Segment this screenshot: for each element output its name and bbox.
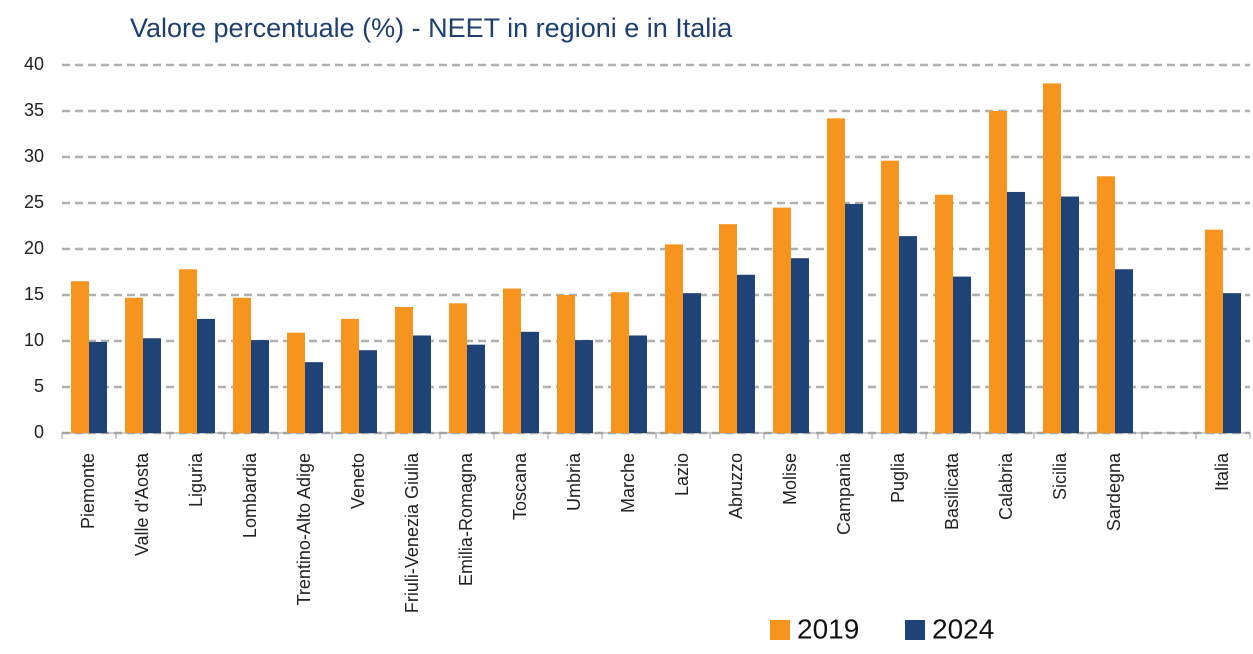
x-tick-label: Veneto [348, 453, 368, 509]
x-tick-label: Italia [1212, 452, 1232, 491]
bar [629, 335, 647, 433]
x-tick-label: Liguria [186, 452, 206, 507]
bar [683, 293, 701, 433]
x-tick-label: Trentino-Alto Adige [294, 453, 314, 605]
y-tick-label: 20 [24, 238, 44, 258]
bar [953, 276, 971, 433]
bar [503, 288, 521, 433]
legend-label: 2019 [797, 613, 859, 644]
legend-swatch [770, 620, 790, 640]
x-tick-label: Emilia-Romagna [456, 452, 476, 586]
x-tick-label: Valle d'Aosta [132, 452, 152, 556]
y-tick-label: 15 [24, 284, 44, 304]
x-tick-label: Piemonte [78, 453, 98, 529]
x-tick-label: Umbria [564, 452, 584, 511]
bar [881, 160, 899, 433]
bar [611, 292, 629, 433]
bar [143, 338, 161, 433]
bar [233, 297, 251, 433]
y-tick-label: 40 [24, 54, 44, 74]
bar [125, 297, 143, 433]
bar [1007, 191, 1025, 433]
x-tick-label: Abruzzo [726, 453, 746, 519]
bar [791, 258, 809, 433]
x-tick-label: Puglia [888, 452, 908, 503]
y-tick-label: 10 [24, 330, 44, 350]
bar [719, 224, 737, 433]
bar [827, 118, 845, 434]
bar [449, 303, 467, 433]
bar [359, 350, 377, 433]
x-tick-label: Lombardia [240, 452, 260, 538]
bar [1061, 196, 1079, 433]
bar [737, 274, 755, 433]
bar [989, 111, 1007, 433]
bar [305, 362, 323, 433]
bar [1205, 229, 1223, 433]
bar [413, 335, 431, 433]
y-tick-label: 5 [34, 376, 44, 396]
bar [71, 281, 89, 433]
x-tick-label: Sardegna [1104, 452, 1124, 531]
bar [1115, 269, 1133, 433]
y-tick-label: 30 [24, 146, 44, 166]
bar [395, 306, 413, 433]
bar [1223, 293, 1241, 433]
y-tick-label: 35 [24, 100, 44, 120]
bar [1043, 83, 1061, 434]
bar [557, 295, 575, 433]
x-tick-label: Toscana [510, 452, 530, 520]
bar [845, 203, 863, 433]
x-tick-label: Calabria [996, 452, 1016, 520]
bar [287, 332, 305, 433]
bar [521, 331, 539, 433]
x-tick-label: Molise [780, 453, 800, 505]
bar [935, 194, 953, 433]
x-tick-label: Sicilia [1050, 452, 1070, 500]
bar [899, 236, 917, 433]
x-tick-label: Friuli-Venezia Giulia [402, 452, 422, 613]
bar [179, 269, 197, 433]
bar [773, 207, 791, 433]
x-tick-label: Lazio [672, 453, 692, 496]
x-tick-label: Basilicata [942, 452, 962, 530]
bar [197, 318, 215, 433]
chart-title: Valore percentuale (%) - NEET in regioni… [130, 13, 733, 43]
legend-swatch [905, 620, 925, 640]
y-tick-label: 25 [24, 192, 44, 212]
bar [251, 340, 269, 433]
legend-label: 2024 [932, 613, 994, 644]
y-tick-label: 0 [34, 422, 44, 442]
bar [575, 340, 593, 433]
bar [665, 244, 683, 433]
bar [1097, 176, 1115, 433]
bar [467, 344, 485, 433]
x-tick-label: Marche [618, 453, 638, 513]
bar [89, 341, 107, 433]
bar [341, 318, 359, 433]
x-tick-label: Campania [834, 452, 854, 535]
